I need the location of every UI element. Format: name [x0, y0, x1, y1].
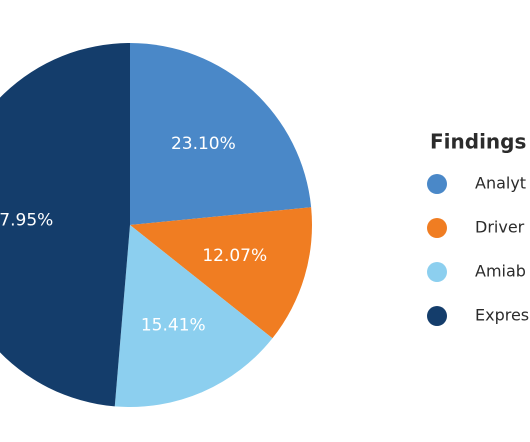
- pie-slice: [0, 43, 130, 407]
- pie-slice: [114, 225, 273, 407]
- legend-marker: [427, 218, 447, 238]
- slice-label: 23.10%: [171, 134, 236, 154]
- legend-label: Expres: [475, 306, 529, 325]
- legend-label: Analyt: [475, 174, 526, 193]
- slice-label: 47.95%: [0, 210, 53, 230]
- slice-label: 12.07%: [202, 246, 267, 266]
- legend-title: Findings: [430, 130, 526, 154]
- legend-marker: [427, 306, 447, 326]
- legend-label: Amiab: [475, 262, 526, 281]
- pie-slice: [130, 207, 312, 339]
- legend-marker: [427, 262, 447, 282]
- legend-label: Driver: [475, 218, 525, 237]
- pie-slice: [130, 43, 312, 225]
- slice-label: 15.41%: [141, 315, 206, 335]
- legend-marker: [427, 174, 447, 194]
